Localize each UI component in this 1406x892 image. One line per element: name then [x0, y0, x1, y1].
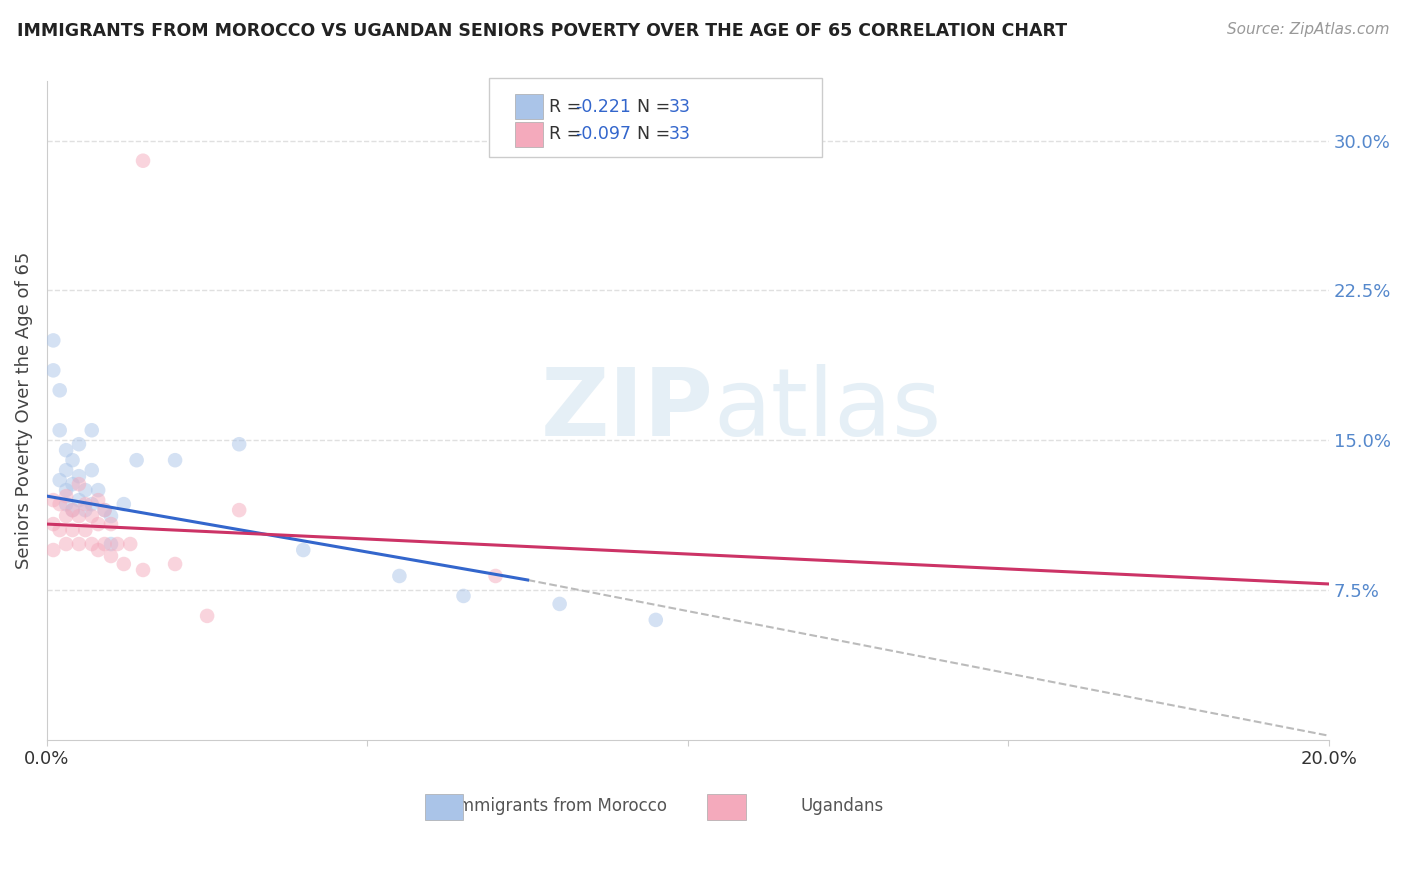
Point: [55, 509, 77, 524]
Point: [105, 537, 128, 551]
Point: [80, 497, 103, 511]
Point: [87, 493, 110, 508]
Text: ZIP: ZIP: [540, 364, 713, 457]
Point: [48, 473, 70, 487]
Point: [87, 517, 110, 532]
Point: [80, 537, 103, 551]
Point: [388, 569, 411, 583]
Point: [62, 503, 84, 517]
Point: [67, 477, 90, 491]
Point: [228, 503, 250, 517]
Point: [195, 608, 218, 623]
Point: [42, 363, 65, 377]
Point: [55, 483, 77, 497]
Point: [80, 423, 103, 437]
Text: N =: N =: [626, 97, 676, 116]
Point: [75, 483, 97, 497]
Point: [292, 543, 315, 558]
Point: [67, 493, 90, 508]
Point: [55, 497, 77, 511]
Point: [62, 453, 84, 467]
Point: [100, 537, 122, 551]
Point: [87, 543, 110, 558]
Point: [48, 497, 70, 511]
Point: [644, 613, 666, 627]
Point: [55, 443, 77, 458]
Point: [55, 463, 77, 477]
Point: [62, 523, 84, 537]
Point: [80, 509, 103, 524]
Point: [42, 543, 65, 558]
Text: 33: 33: [669, 125, 690, 144]
Point: [62, 477, 84, 491]
Point: [93, 503, 115, 517]
Y-axis label: Seniors Poverty Over the Age of 65: Seniors Poverty Over the Age of 65: [15, 252, 32, 569]
Point: [120, 537, 142, 551]
Point: [87, 483, 110, 497]
Point: [80, 463, 103, 477]
Point: [93, 537, 115, 551]
Point: [75, 497, 97, 511]
Point: [453, 589, 475, 603]
Point: [55, 489, 77, 503]
Point: [67, 469, 90, 483]
Point: [75, 523, 97, 537]
Point: [42, 334, 65, 348]
Point: [67, 537, 90, 551]
FancyBboxPatch shape: [489, 78, 823, 157]
Point: [484, 569, 506, 583]
Point: [100, 509, 122, 524]
Text: -0.221: -0.221: [575, 97, 631, 116]
Point: [548, 597, 571, 611]
Point: [132, 153, 155, 168]
Point: [48, 384, 70, 398]
Point: [165, 453, 187, 467]
FancyBboxPatch shape: [515, 94, 543, 120]
Point: [165, 557, 187, 571]
Text: atlas: atlas: [713, 364, 942, 457]
Text: -0.097: -0.097: [575, 125, 631, 144]
Point: [55, 537, 77, 551]
Point: [67, 437, 90, 451]
Text: IMMIGRANTS FROM MOROCCO VS UGANDAN SENIORS POVERTY OVER THE AGE OF 65 CORRELATIO: IMMIGRANTS FROM MOROCCO VS UGANDAN SENIO…: [17, 22, 1067, 40]
FancyBboxPatch shape: [425, 794, 464, 820]
Text: R =: R =: [550, 125, 588, 144]
Point: [42, 493, 65, 508]
FancyBboxPatch shape: [707, 794, 745, 820]
Text: Ugandans: Ugandans: [800, 797, 883, 814]
Point: [75, 503, 97, 517]
Point: [42, 517, 65, 532]
Point: [67, 509, 90, 524]
Point: [93, 503, 115, 517]
FancyBboxPatch shape: [515, 121, 543, 147]
Point: [100, 517, 122, 532]
Point: [112, 557, 135, 571]
Point: [132, 563, 155, 577]
Point: [48, 423, 70, 437]
Point: [228, 437, 250, 451]
Point: [100, 549, 122, 563]
Text: Source: ZipAtlas.com: Source: ZipAtlas.com: [1226, 22, 1389, 37]
Point: [62, 503, 84, 517]
Text: Immigrants from Morocco: Immigrants from Morocco: [453, 797, 666, 814]
Point: [48, 523, 70, 537]
Text: 33: 33: [669, 97, 690, 116]
Text: R =: R =: [550, 97, 588, 116]
Point: [112, 497, 135, 511]
Text: N =: N =: [626, 125, 676, 144]
Point: [125, 453, 148, 467]
